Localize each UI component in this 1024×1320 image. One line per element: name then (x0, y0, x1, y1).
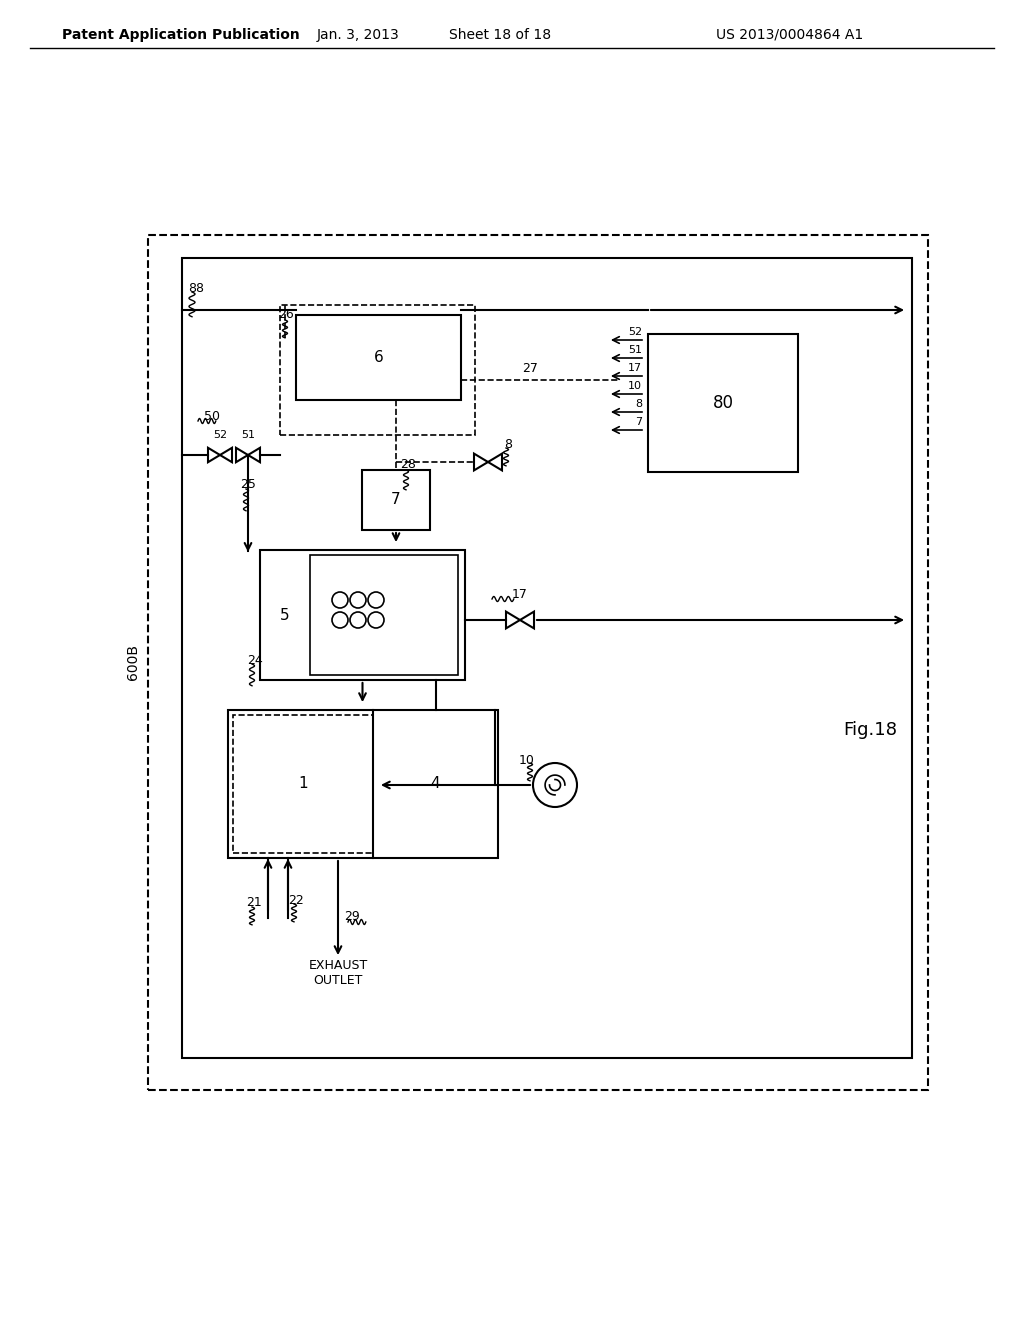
Text: Sheet 18 of 18: Sheet 18 of 18 (449, 28, 551, 42)
Text: 600B: 600B (126, 644, 140, 681)
Bar (296, 315, 461, 400)
Bar (182, 257, 912, 1059)
Text: 50: 50 (204, 411, 220, 424)
Bar (260, 550, 465, 680)
Text: 28: 28 (400, 458, 416, 471)
Text: 6: 6 (374, 350, 383, 366)
Text: 10: 10 (628, 381, 642, 391)
Text: 24: 24 (247, 653, 263, 667)
Text: 52: 52 (213, 430, 227, 440)
Text: 7: 7 (635, 417, 642, 426)
Text: US 2013/0004864 A1: US 2013/0004864 A1 (717, 28, 863, 42)
Bar (228, 710, 498, 858)
Text: 8: 8 (504, 437, 512, 450)
Text: EXHAUST
OUTLET: EXHAUST OUTLET (308, 960, 368, 987)
Text: 51: 51 (628, 345, 642, 355)
Bar (310, 554, 458, 675)
Text: 7: 7 (391, 492, 400, 507)
Text: 21: 21 (246, 896, 262, 909)
Text: 1: 1 (298, 776, 308, 792)
Text: Jan. 3, 2013: Jan. 3, 2013 (316, 28, 399, 42)
Text: 27: 27 (522, 362, 538, 375)
Text: 4: 4 (431, 776, 440, 792)
Text: 29: 29 (344, 909, 359, 923)
Text: 80: 80 (713, 393, 733, 412)
Text: 52: 52 (628, 327, 642, 337)
Text: 17: 17 (628, 363, 642, 374)
Bar (148, 235, 928, 1090)
Text: 88: 88 (188, 281, 204, 294)
Text: Patent Application Publication: Patent Application Publication (62, 28, 300, 42)
Text: 17: 17 (512, 589, 528, 602)
Text: 8: 8 (635, 399, 642, 409)
Text: Fig.18: Fig.18 (843, 721, 897, 739)
Bar (280, 305, 475, 436)
Bar (233, 715, 373, 853)
Text: 5: 5 (281, 607, 290, 623)
Text: 51: 51 (241, 430, 255, 440)
Text: 22: 22 (288, 894, 304, 907)
Bar (648, 334, 798, 473)
Text: 26: 26 (279, 309, 294, 322)
Text: 25: 25 (240, 479, 256, 491)
Text: 10: 10 (519, 754, 535, 767)
Bar (362, 470, 430, 531)
